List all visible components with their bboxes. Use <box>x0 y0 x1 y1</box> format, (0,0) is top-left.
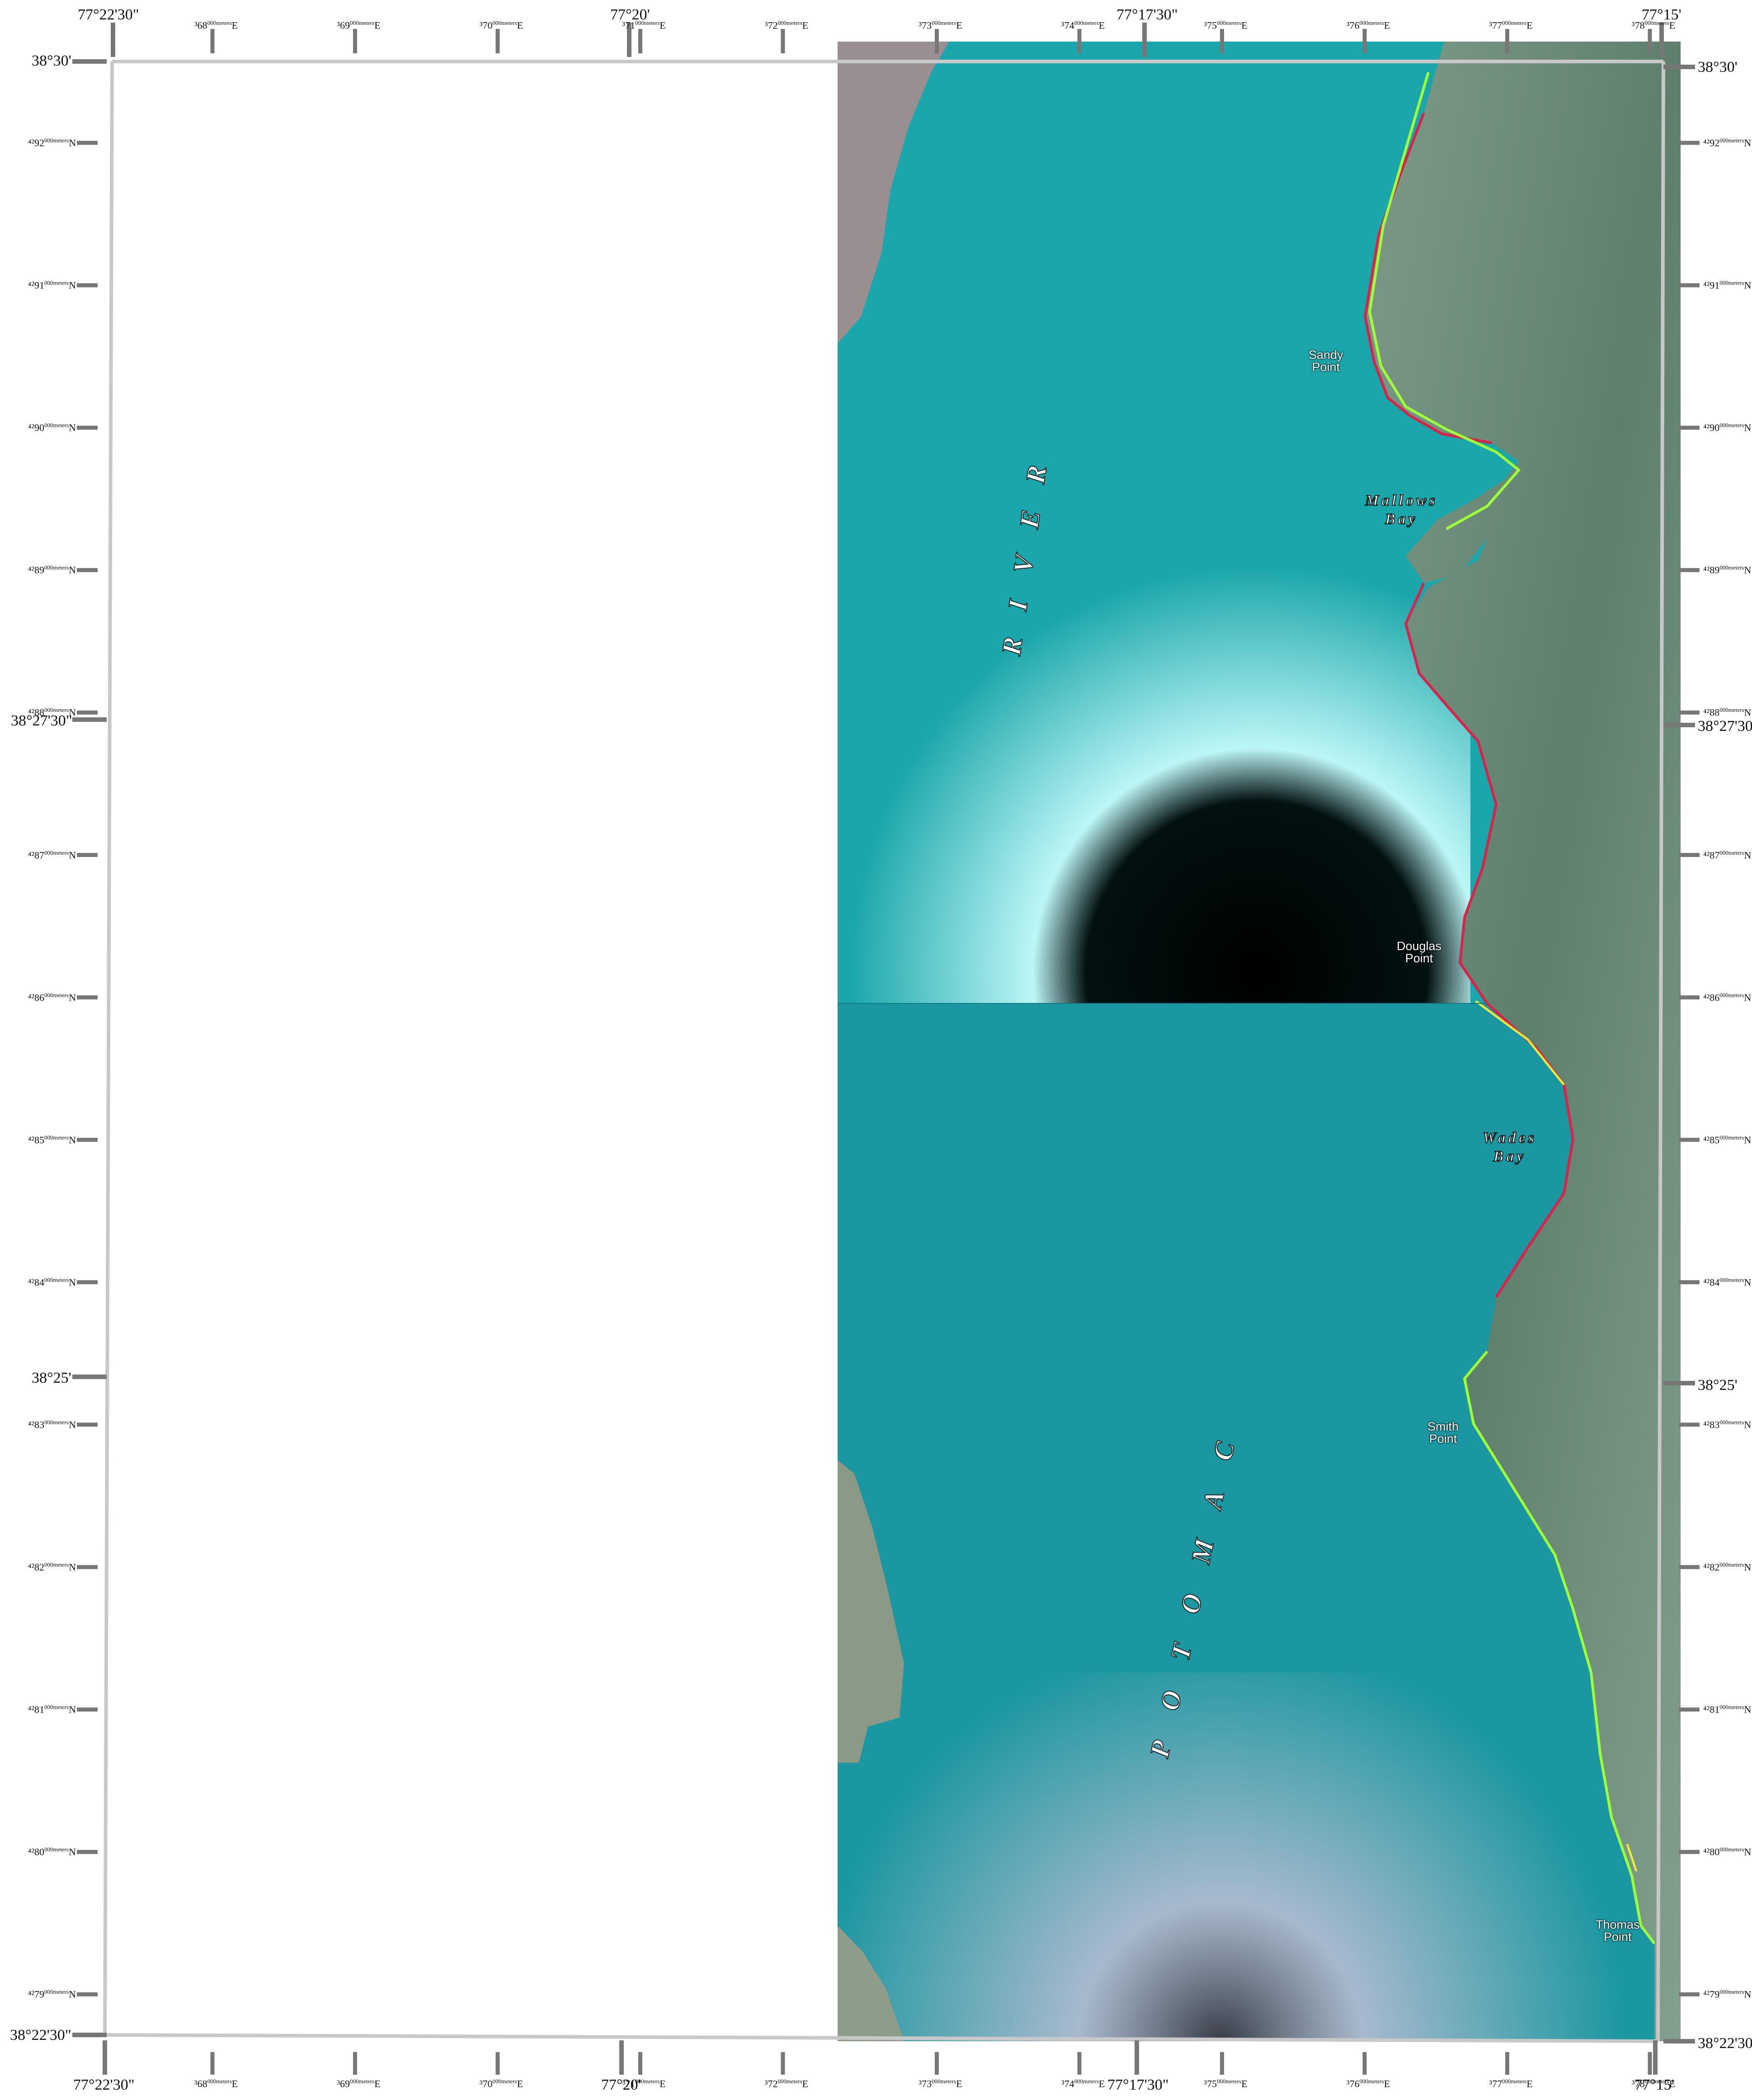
northing-label-left-4: ⁴²88000metersN <box>28 706 76 718</box>
easting-label-top-2: ³70000metersE <box>480 19 523 31</box>
northing-label-right-5: ⁴²87000metersN <box>1703 849 1752 861</box>
northing-label-right-2: ⁴²90000metersN <box>1703 422 1752 433</box>
easting-label-bottom-4: ³72000metersE <box>765 2078 809 2090</box>
easting-label-top-10: ³78000metersE <box>1632 19 1676 31</box>
left-lat-label-3: 38°25' <box>32 1370 71 1386</box>
easting-label-bottom-7: ³75000metersE <box>1204 2078 1248 2090</box>
top-lon-label-3: 77°17'30" <box>1116 6 1178 23</box>
northing-label-right-4: ⁴²88000metersN <box>1703 706 1752 718</box>
douglas-point-label: Douglas Point <box>1397 939 1442 965</box>
easting-label-bottom-3: ³71000metersE <box>622 2078 666 2090</box>
easting-label-top-0: ³68000metersE <box>194 19 238 31</box>
northwest-shore-land <box>838 42 949 344</box>
easting-label-top-7: ³75000metersE <box>1204 19 1248 31</box>
northing-label-left-8: ⁴²84000metersN <box>28 1276 76 1288</box>
easting-label-top-8: ³76000metersE <box>1347 19 1390 31</box>
easting-label-bottom-9: ³77000metersE <box>1489 2078 1533 2090</box>
northing-label-right-1: ⁴²91000metersN <box>1703 279 1752 291</box>
easting-label-top-6: ³74000metersE <box>1061 19 1105 31</box>
bottom-lon-label-4: 77°15' <box>1634 2076 1674 2093</box>
easting-label-bottom-1: ³69000metersE <box>337 2078 381 2090</box>
smith-point-label: Smith Point <box>1427 1420 1459 1446</box>
easting-label-bottom-6: ³74000metersE <box>1061 2078 1105 2090</box>
map-ticks <box>72 23 1700 2075</box>
northing-label-left-11: ⁴²81000metersN <box>28 1704 76 1715</box>
sandy-point-label: Sandy Point <box>1309 348 1343 374</box>
northing-label-right-7: ⁴²85000metersN <box>1703 1134 1752 1146</box>
east-shore-land <box>1365 42 1681 2041</box>
top-lon-label-4: 77°15' <box>1642 6 1681 23</box>
northing-label-left-13: ⁴²79000metersN <box>28 1988 76 2000</box>
right-lat-label-4: 38°22'30 <box>1698 2035 1752 2052</box>
mallows-bay-label: Mallows Bay <box>1365 492 1438 528</box>
easting-label-top-3: ³71000metersE <box>622 19 666 31</box>
easting-label-bottom-5: ³73000metersE <box>918 2078 962 2090</box>
top-lon-label-2: 77°20' <box>610 6 650 23</box>
northing-label-left-5: ⁴²87000metersN <box>28 849 76 861</box>
bottom-lon-label-1: 77°22'30" <box>73 2076 135 2093</box>
northing-label-left-1: ⁴²91000metersN <box>28 279 76 291</box>
northing-label-right-10: ⁴²82000metersN <box>1703 1561 1752 1573</box>
northing-label-right-8: ⁴²84000metersN <box>1703 1276 1752 1288</box>
northing-label-right-3: ⁴²89000metersN <box>1703 564 1752 576</box>
right-lat-label-2: 38°27'30 <box>1698 718 1752 735</box>
shoreline-green <box>1368 72 1656 1945</box>
easting-label-top-1: ³69000metersE <box>337 19 381 31</box>
west-shore-land-south <box>838 1926 904 2041</box>
west-shore-land <box>838 1460 904 1763</box>
wades-bay-label: Wades Bay <box>1482 1129 1537 1165</box>
bottom-lon-label-3: 77°17'30" <box>1107 2076 1169 2093</box>
northing-label-left-2: ⁴²90000metersN <box>28 422 76 433</box>
glare-lower <box>838 1672 1681 2041</box>
top-lon-label-1: 77°22'30" <box>78 6 139 23</box>
northing-label-left-7: ⁴²85000metersN <box>28 1134 76 1146</box>
easting-label-top-5: ³73000metersE <box>918 19 962 31</box>
easting-label-bottom-0: ³68000metersE <box>194 2078 238 2090</box>
northing-label-left-3: ⁴²89000metersN <box>28 564 76 576</box>
northing-label-right-9: ⁴²83000metersN <box>1703 1418 1752 1431</box>
glare-upper <box>838 542 1470 1003</box>
shoreline-yellow <box>1475 1000 1638 1872</box>
northing-label-right-11: ⁴²81000metersN <box>1703 1704 1752 1715</box>
neatline <box>103 60 1665 2043</box>
northing-label-right-12: ⁴²80000metersN <box>1703 1846 1752 1858</box>
right-lat-label-3: 38°25' <box>1698 1377 1738 1394</box>
northing-label-left-10: ⁴²82000metersN <box>28 1561 76 1573</box>
northing-label-left-0: ⁴²92000metersN <box>28 137 76 149</box>
left-lat-label-4: 38°22'30" <box>10 2027 71 2043</box>
easting-label-top-9: ³77000metersE <box>1489 19 1533 31</box>
easting-label-top-4: ³72000metersE <box>765 19 809 31</box>
bottom-lon-label-2: 77°20' <box>601 2076 641 2093</box>
thomas-point-label: Thomas Point <box>1596 1918 1640 1944</box>
aerial-imagery <box>838 42 1681 2041</box>
northing-label-right-0: ⁴²92000metersN <box>1703 137 1752 149</box>
easting-label-bottom-2: ³70000metersE <box>480 2078 523 2090</box>
left-lat-label-2: 38°27'30" <box>11 712 72 729</box>
northing-label-left-6: ⁴²86000metersN <box>28 991 76 1003</box>
left-lat-label-1: 38°30' <box>32 52 71 69</box>
right-lat-label-1: 38°30' <box>1698 59 1738 75</box>
northing-label-right-13: ⁴²79000metersN <box>1703 1988 1752 2000</box>
northing-label-left-12: ⁴²80000metersN <box>28 1846 76 1858</box>
northing-label-left-9: ⁴²83000metersN <box>28 1418 76 1431</box>
northing-label-right-6: ⁴²86000metersN <box>1703 991 1752 1003</box>
easting-label-bottom-8: ³76000metersE <box>1347 2078 1390 2090</box>
easting-label-bottom-10: ³78000metersE <box>1632 2078 1676 2090</box>
